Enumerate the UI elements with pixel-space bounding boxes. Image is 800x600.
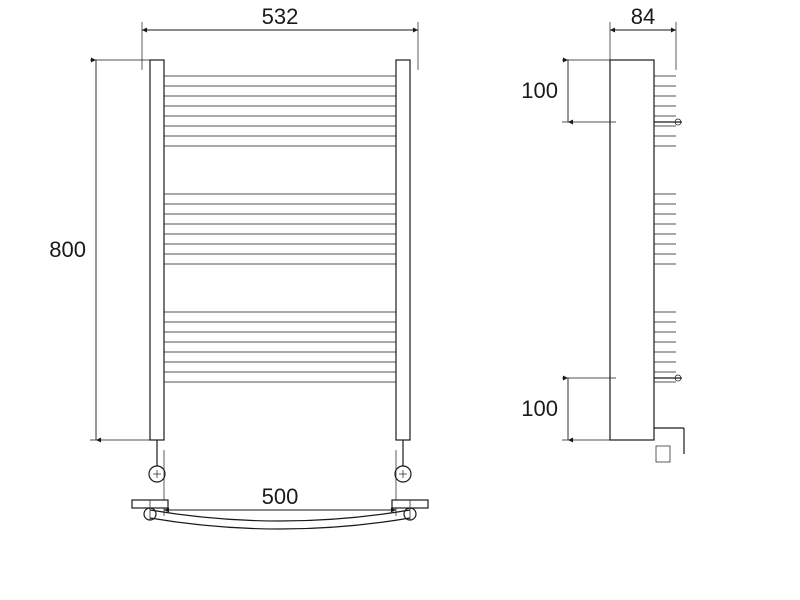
dim-bottom-offset: 100: [521, 396, 558, 421]
technical-drawing: 532 500 800 84 100 100: [0, 0, 800, 600]
dim-depth: 84: [631, 4, 655, 29]
dim-bar-span: 500: [262, 484, 299, 509]
dim-height: 800: [49, 237, 86, 262]
dim-overall-width: 532: [262, 4, 299, 29]
dim-top-offset: 100: [521, 78, 558, 103]
